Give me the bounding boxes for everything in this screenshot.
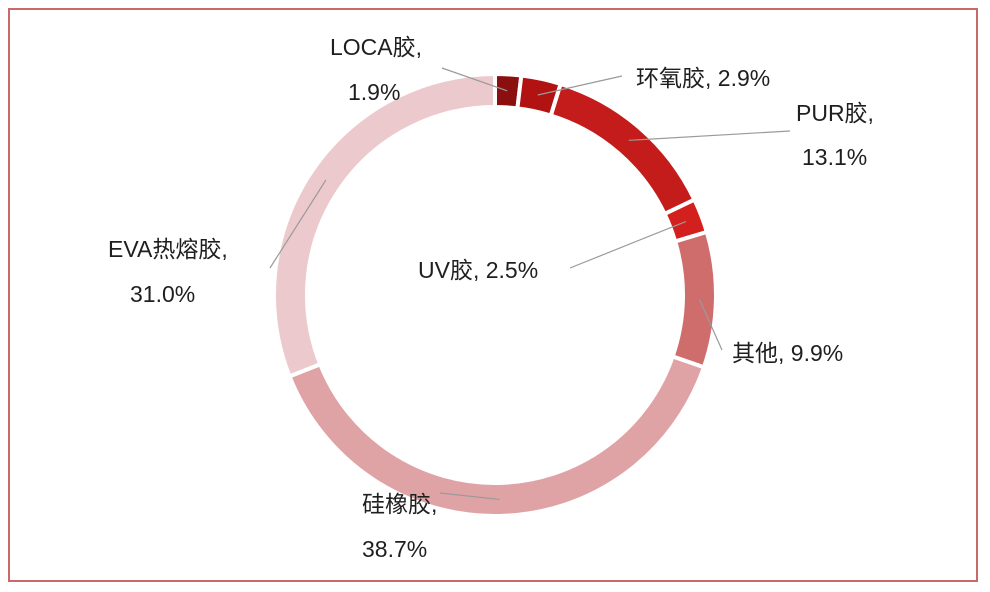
label-eva-value: 31.0% [130, 281, 195, 307]
label-silicone-name: 硅橡胶, [362, 491, 437, 517]
slice-6 [272, 71, 497, 379]
label-eva-name: EVA热熔胶, [108, 236, 228, 262]
donut-slices [272, 71, 718, 518]
label-other: 其他, 9.9% [732, 340, 843, 366]
label-loca-value: 1.9% [348, 79, 400, 105]
label-loca-name: LOCA胶, [330, 34, 422, 60]
label-pur-value: 13.1% [802, 144, 867, 170]
slice-2 [548, 81, 698, 217]
label-pur-name: PUR胶, [796, 100, 874, 126]
leader-line-6 [269, 179, 327, 269]
leader-line-0 [441, 67, 508, 92]
leader-lines [269, 67, 791, 501]
leader-line-3 [569, 220, 687, 269]
label-uv: UV胶, 2.5% [418, 257, 538, 283]
slice-4 [670, 229, 718, 370]
leader-line-5 [439, 492, 500, 501]
leader-line-1 [537, 75, 623, 96]
label-epoxy: 环氧胶, 2.9% [636, 65, 770, 91]
slice-labels: LOCA胶, 1.9% 环氧胶, 2.9% PUR胶, 13.1% UV胶, 2… [108, 34, 874, 562]
leader-line-2 [628, 130, 791, 141]
slice-5 [286, 353, 707, 518]
leader-line-4 [698, 299, 723, 351]
label-silicone-value: 38.7% [362, 536, 427, 562]
